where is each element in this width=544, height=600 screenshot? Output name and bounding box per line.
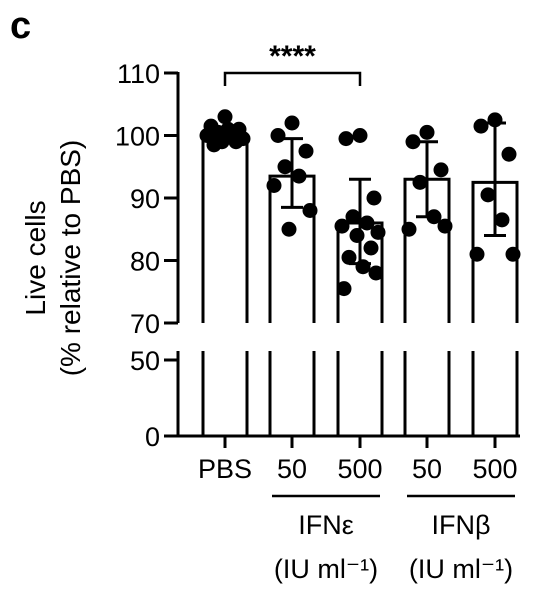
group: IFNε (IU ml⁻¹) — [272, 494, 380, 584]
x-tick-labels: PBS 50 500 50 500 — [198, 454, 518, 484]
data-point — [302, 203, 318, 218]
data-point — [501, 146, 517, 162]
data-point — [363, 240, 379, 256]
data-point — [281, 221, 297, 237]
group: IFNβ (IU ml⁻¹) — [407, 494, 515, 584]
data-point — [349, 228, 365, 243]
data-point — [345, 209, 361, 225]
group-unit: (IU ml⁻¹) — [409, 554, 513, 584]
data-point — [220, 121, 236, 137]
data-point — [401, 221, 417, 237]
data-point — [480, 187, 496, 203]
data-point — [505, 246, 521, 262]
significance-bracket — [223, 71, 362, 86]
y-axis-title-line1: Live cells — [20, 200, 51, 315]
axes: 70 80 90 100 110 0 50 — [115, 59, 520, 452]
data-point — [412, 174, 428, 190]
y-axis-title: Live cells (% relative to PBS) — [20, 140, 86, 377]
group-labels: IFNε (IU ml⁻¹) IFNβ (IU ml⁻¹) — [272, 494, 515, 584]
data-point — [419, 124, 435, 140]
data-point — [284, 115, 300, 131]
group-label: IFNβ — [431, 510, 490, 540]
data-point — [206, 137, 222, 153]
x-tick-label: 500 — [337, 454, 382, 484]
data-point — [270, 128, 286, 143]
data-point — [366, 190, 382, 206]
data-point — [298, 143, 314, 159]
data-point — [368, 265, 384, 281]
data-point — [433, 162, 449, 178]
y-tick-label: 50 — [130, 346, 160, 376]
data-point — [336, 281, 352, 297]
data-point — [359, 215, 375, 231]
data-point — [277, 159, 293, 175]
y-tick-label: 110 — [117, 59, 160, 89]
data-point — [266, 178, 282, 193]
error-bars — [214, 121, 506, 266]
y-tick-label: 70 — [130, 309, 160, 339]
y-tick-label: 80 — [130, 247, 160, 277]
data-point — [473, 118, 489, 134]
data-point — [355, 259, 371, 275]
data-point — [469, 246, 485, 262]
y-tick-label: 100 — [115, 122, 160, 152]
data-point — [494, 212, 510, 228]
y-tick-label: 0 — [145, 422, 160, 452]
panel-label: c — [10, 5, 31, 47]
data-point — [217, 109, 233, 125]
data-point — [487, 112, 503, 128]
x-tick-label: 500 — [472, 454, 517, 484]
data-point — [338, 131, 354, 147]
data-point — [405, 134, 421, 150]
data-point — [291, 168, 307, 184]
data-point — [370, 224, 386, 240]
group-unit: (IU ml⁻¹) — [274, 554, 378, 584]
y-axis-title-line2: (% relative to PBS) — [55, 140, 86, 377]
group-label: IFNε — [298, 510, 354, 540]
data-points — [199, 109, 521, 297]
significance-label: **** — [269, 40, 316, 73]
data-point — [228, 134, 244, 150]
significance-annotation: **** — [223, 40, 362, 86]
bar — [201, 134, 249, 436]
x-tick-label: PBS — [198, 454, 252, 484]
data-point — [426, 209, 442, 225]
bar-upper — [201, 134, 249, 323]
data-point — [334, 218, 350, 234]
data-point — [437, 218, 453, 234]
x-tick-label: 50 — [277, 454, 307, 484]
y-tick-label: 90 — [130, 184, 160, 214]
x-tick-label: 50 — [412, 454, 442, 484]
data-point — [352, 128, 368, 143]
data-point — [341, 249, 357, 265]
